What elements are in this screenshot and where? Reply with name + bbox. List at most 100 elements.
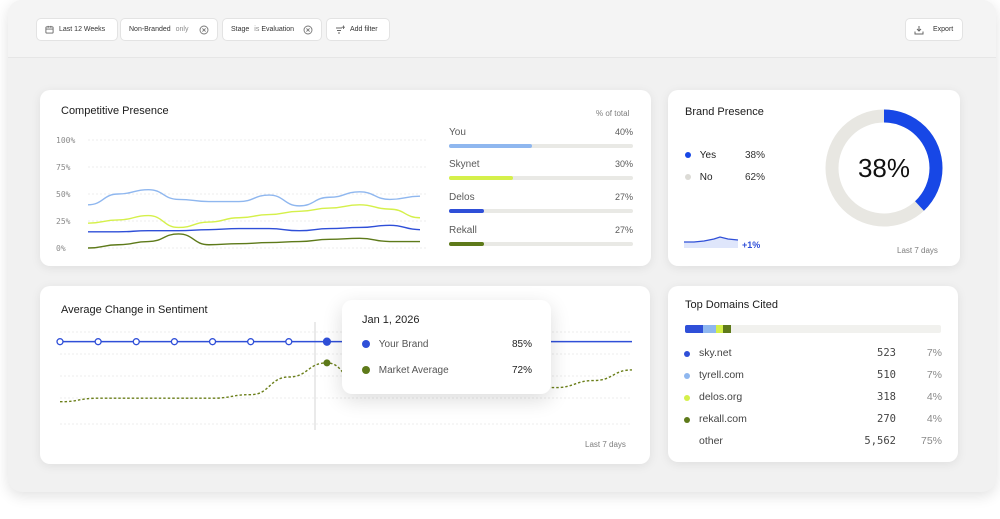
- domain-share: 4%: [926, 413, 942, 425]
- tooltip-brand-value: 85%: [511, 339, 532, 350]
- top-domains-title: Top Domains Cited: [685, 299, 778, 311]
- tooltip-row-market: Market Average 72%: [362, 365, 532, 379]
- brand-point[interactable]: [132, 338, 140, 346]
- brand-point[interactable]: [247, 338, 255, 346]
- stack-segment: [723, 325, 732, 333]
- brand-point[interactable]: [94, 338, 102, 346]
- legend-no-label: No: [699, 172, 713, 183]
- stage-filter-field: Stage: [231, 26, 250, 33]
- series-line-you: [87, 188, 421, 207]
- y-tick-label: 50%: [56, 190, 71, 199]
- stage-filter-value: Evaluation: [261, 26, 295, 33]
- domains-stacked-bar: [685, 325, 941, 333]
- share-track: [449, 242, 633, 246]
- domain-row[interactable]: delos.org 318 4%: [684, 391, 942, 405]
- domain-row[interactable]: sky.net 523 7%: [684, 347, 942, 361]
- share-fill: [449, 144, 532, 148]
- tooltip-row-brand: Your Brand 85%: [362, 339, 532, 353]
- domain-count: 318: [877, 391, 896, 403]
- stack-segment: [685, 325, 703, 333]
- domain-dot: [684, 395, 690, 401]
- trend-delta: +1%: [742, 240, 761, 250]
- branded-filter-qualifier: only: [175, 26, 189, 33]
- trend-sparkline: [684, 236, 739, 248]
- legend-no: No 62%: [685, 172, 765, 183]
- competitive-presence-title: Competitive Presence: [61, 105, 169, 117]
- branded-filter[interactable]: Non-Branded only: [120, 18, 218, 41]
- top-domains-card: [668, 286, 958, 462]
- y-tick-label: 0%: [56, 244, 66, 253]
- remove-filter-icon[interactable]: [303, 25, 313, 35]
- tooltip-dot-market: [362, 366, 370, 375]
- brand-presence-title: Brand Presence: [685, 106, 764, 118]
- domain-row[interactable]: rekall.com 270 4%: [684, 413, 942, 427]
- stack-segment: [731, 325, 941, 333]
- brand-presence-footer: Last 7 days: [897, 246, 938, 255]
- brand-point[interactable]: [285, 338, 293, 346]
- stage-filter[interactable]: Stage is Evaluation: [222, 18, 322, 41]
- share-label: Rekall: [449, 225, 477, 236]
- domain-name: other: [699, 435, 723, 447]
- legend-no-value: 62%: [745, 172, 766, 183]
- sentiment-footer: Last 7 days: [585, 440, 626, 449]
- share-value: 27%: [614, 192, 633, 202]
- share-value: 40%: [614, 127, 633, 137]
- legend-yes-value: 38%: [745, 150, 766, 161]
- brand-point[interactable]: [208, 338, 217, 346]
- brand-presence-donut: [825, 109, 943, 227]
- legend-dot-yes: [685, 152, 691, 159]
- branded-filter-label: Non-Branded: [129, 26, 171, 33]
- add-filter-label: Add filter: [350, 26, 378, 33]
- share-fill: [449, 176, 514, 180]
- series-line-rekall: [87, 233, 420, 249]
- export-label: Export: [933, 26, 954, 33]
- export-button[interactable]: Export: [905, 18, 963, 41]
- domain-count: 523: [877, 347, 896, 359]
- stack-segment: [715, 325, 724, 333]
- tooltip-market-label: Market Average: [378, 365, 449, 376]
- domain-share: 4%: [926, 391, 942, 403]
- share-label: Skynet: [449, 159, 480, 170]
- share-label: Delos: [449, 192, 475, 203]
- domain-dot: [684, 351, 690, 357]
- domain-dot: [684, 417, 690, 423]
- share-track: [449, 209, 633, 213]
- domain-count: 5,562: [864, 435, 896, 447]
- date-range-filter[interactable]: Last 12 Weeks: [36, 18, 118, 41]
- sentiment-title: Average Change in Sentiment: [61, 304, 208, 316]
- add-filter-button[interactable]: Add filter: [326, 18, 390, 41]
- remove-filter-icon[interactable]: [199, 25, 209, 35]
- brand-point[interactable]: [170, 338, 179, 346]
- calendar-icon: [45, 25, 54, 34]
- domain-share: 75%: [920, 435, 942, 447]
- series-line-skynet: [87, 204, 421, 229]
- sentiment-tooltip: Jan 1, 2026 Your Brand 85% Market Averag…: [342, 300, 551, 394]
- stage-filter-op: is: [254, 26, 260, 33]
- domain-count: 510: [877, 369, 896, 381]
- tooltip-market-value: 72%: [511, 365, 532, 376]
- y-tick-label: 25%: [56, 217, 71, 226]
- domain-row[interactable]: other 5,562 75%: [684, 435, 942, 449]
- brand-point[interactable]: [56, 338, 64, 346]
- tooltip-date: Jan 1, 2026: [362, 314, 420, 326]
- share-fill: [449, 209, 484, 213]
- market-hover-point[interactable]: [323, 359, 331, 367]
- filter-bar: Last 12 Weeks Non-Branded only Stage is …: [8, 0, 996, 58]
- domain-count: 270: [877, 413, 896, 425]
- stack-segment: [702, 325, 716, 333]
- domain-name: tyrell.com: [699, 369, 744, 381]
- domain-name: delos.org: [699, 391, 743, 403]
- share-fill: [449, 242, 484, 246]
- share-label: You: [449, 127, 466, 138]
- brand-point[interactable]: [322, 337, 332, 346]
- series-line-delos: [87, 224, 421, 233]
- y-tick-label: 75%: [56, 163, 71, 172]
- domain-share: 7%: [926, 369, 942, 381]
- domain-name: sky.net: [699, 347, 732, 359]
- filter-lines-icon: [336, 25, 345, 33]
- legend-dot-no: [685, 174, 691, 181]
- share-value: 27%: [614, 225, 633, 235]
- domain-row[interactable]: tyrell.com 510 7%: [684, 369, 942, 383]
- tooltip-brand-label: Your Brand: [378, 339, 429, 350]
- legend-yes-label: Yes: [699, 150, 717, 161]
